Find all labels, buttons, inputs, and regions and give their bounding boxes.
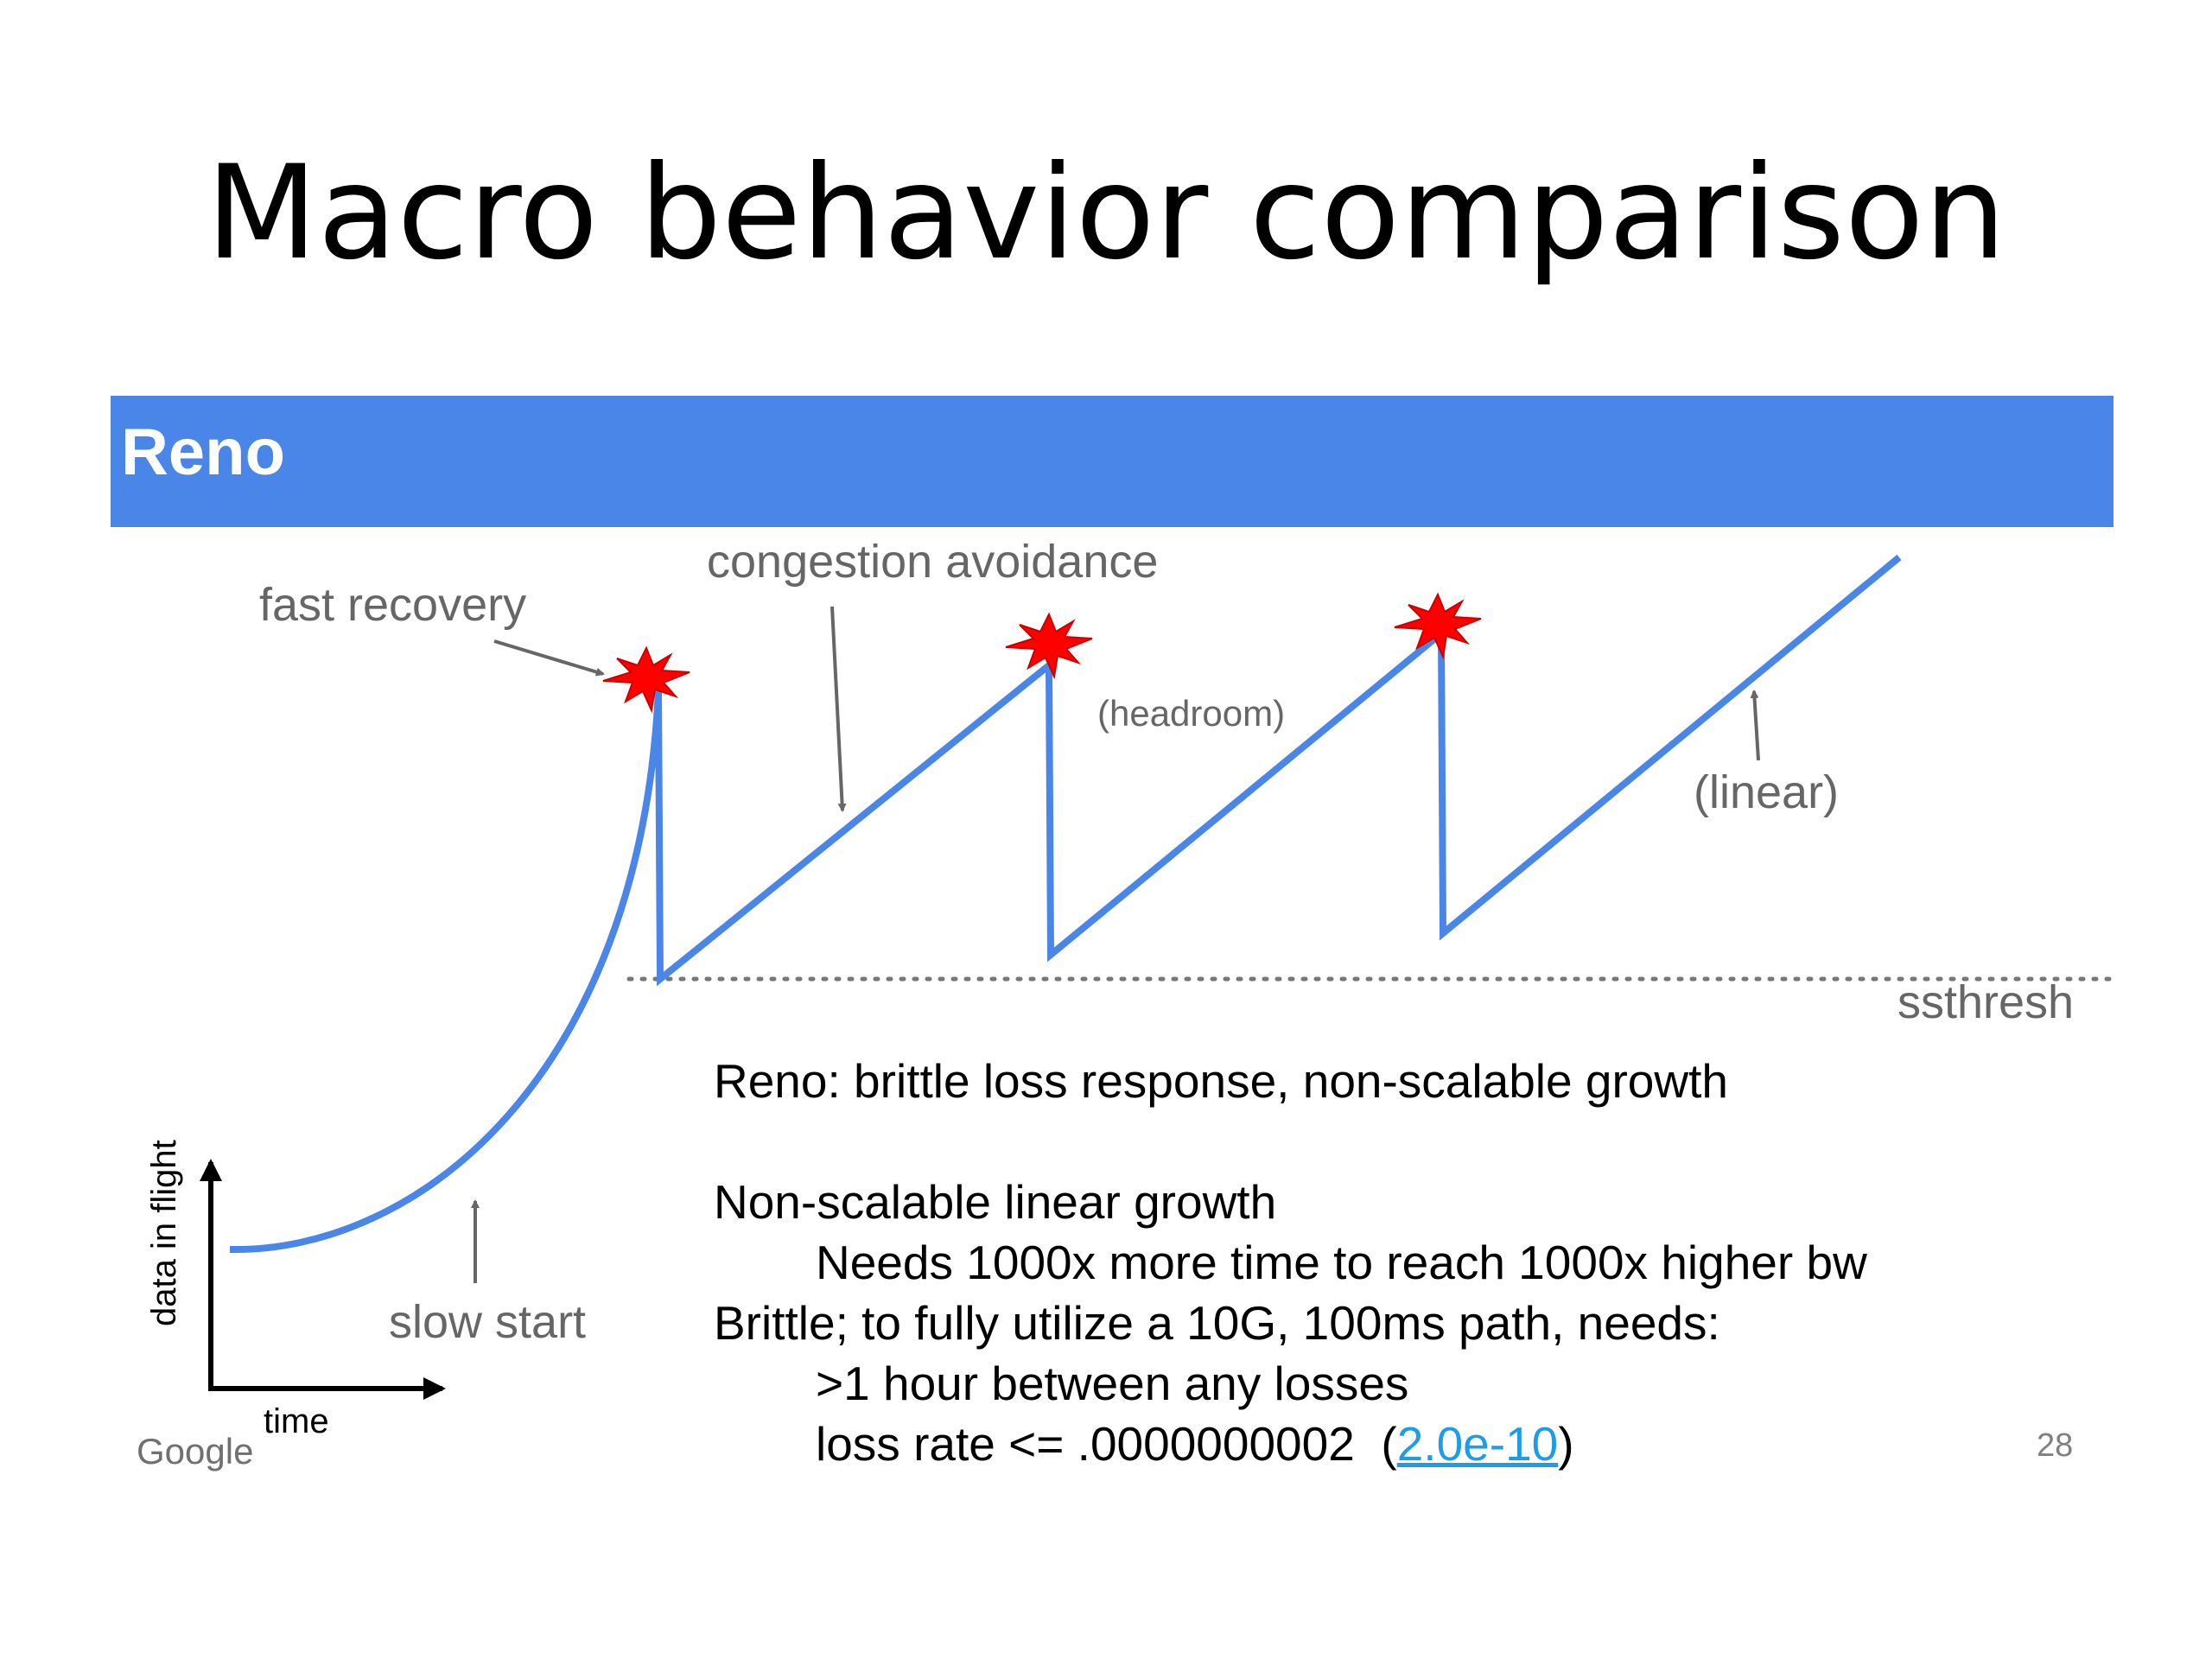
- linear-label: (linear): [1694, 766, 1839, 818]
- fast-recovery-label: fast recovery: [259, 579, 526, 631]
- reno-banner: Reno: [111, 396, 2113, 527]
- cwnd-curve: [229, 554, 1902, 1254]
- page-number: 28: [2037, 1427, 2074, 1464]
- loss-rate-link[interactable]: 2.0e-10: [1396, 1417, 1559, 1471]
- loss-burst-icon: [1394, 592, 1482, 660]
- loss-rate-close: ): [1558, 1417, 1574, 1471]
- notes-heading: Reno: brittle loss response, non-scalabl…: [714, 1054, 1728, 1108]
- ssthresh-label: ssthresh: [1897, 976, 2074, 1028]
- slide-title: Macro behavior comparison: [206, 138, 2006, 289]
- notes-line-1: Non-scalable linear growth: [714, 1175, 1277, 1229]
- fast-recovery-arrow: [493, 639, 605, 677]
- loss-burst-icon: [602, 645, 690, 714]
- notes-line-2: Needs 1000x more time to reach 1000x hig…: [816, 1236, 1867, 1289]
- google-logo: Google: [137, 1431, 254, 1471]
- notes-line-5: loss rate <= .0000000002 (2.0e-10): [714, 1414, 1867, 1474]
- banner-label: Reno: [121, 416, 285, 489]
- notes-line-4: >1 hour between any losses: [816, 1357, 1409, 1410]
- y-axis-label: data in flight: [145, 1140, 183, 1326]
- loss-burst-icon: [1005, 612, 1093, 680]
- loss-rate-text: loss rate <= .0000000002 (: [816, 1417, 1397, 1471]
- congestion-avoidance-label: congestion avoidance: [707, 536, 1158, 588]
- congestion-avoidance-arrow: [830, 606, 847, 812]
- linear-arrow: [1750, 690, 1760, 761]
- slow-start-label: slow start: [389, 1296, 586, 1348]
- notes-line-3: Brittle; to fully utilize a 10G, 100ms p…: [714, 1296, 1720, 1350]
- headroom-label: (headroom): [1097, 693, 1285, 734]
- notes-block: Reno: brittle loss response, non-scalabl…: [714, 1051, 1867, 1474]
- x-axis-label: time: [264, 1402, 329, 1440]
